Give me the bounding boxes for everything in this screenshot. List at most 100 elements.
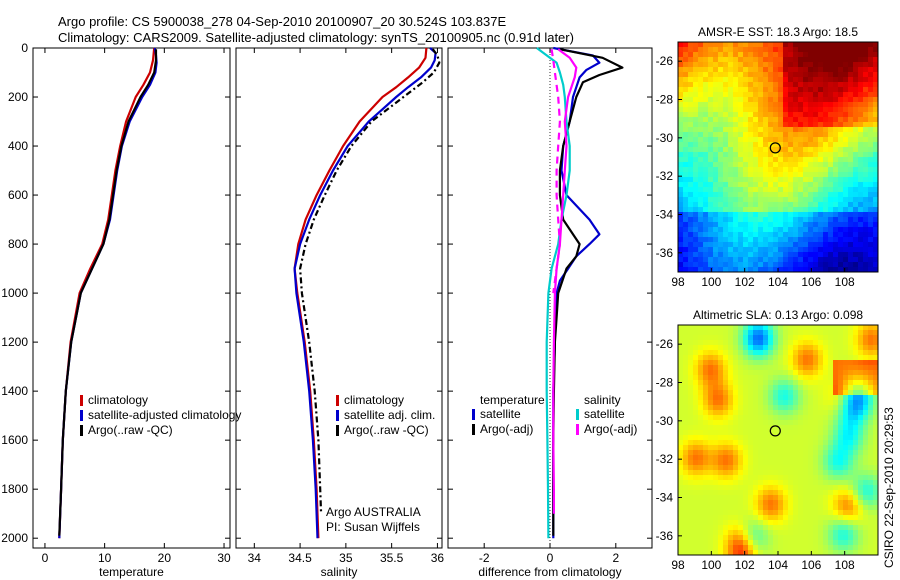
map-cell — [873, 77, 878, 83]
map-cell — [688, 415, 694, 421]
map-cell — [818, 540, 824, 546]
map-cell — [743, 495, 749, 501]
map-cell — [863, 87, 869, 93]
map-cell — [753, 267, 759, 272]
map-cell — [753, 67, 759, 73]
map-cell — [783, 72, 789, 78]
map-cell — [833, 550, 839, 555]
map-cell — [738, 167, 744, 173]
map-cell — [768, 57, 774, 63]
map-cell — [683, 395, 689, 401]
map-cell — [733, 182, 739, 188]
map-cell — [693, 232, 699, 238]
map-cell — [723, 182, 729, 188]
map-cell — [808, 262, 814, 268]
map-cell — [813, 545, 819, 551]
map-cell — [833, 430, 839, 436]
map-cell — [703, 132, 709, 138]
map-cell — [693, 490, 699, 496]
map-cell — [718, 405, 724, 411]
map-cell — [788, 77, 794, 83]
map-cell — [698, 410, 704, 416]
map-cell — [763, 380, 769, 386]
map-cell — [823, 430, 829, 436]
map-cell — [813, 42, 819, 48]
map-cell — [853, 137, 859, 143]
map-cell — [843, 207, 849, 213]
map-cell — [728, 247, 734, 253]
map-cell — [683, 152, 689, 158]
x-tick-label: 20 — [158, 551, 172, 565]
map-cell — [798, 262, 804, 268]
map-cell — [688, 207, 694, 213]
map-cell — [748, 500, 754, 506]
map-cell — [788, 67, 794, 73]
map-cell — [848, 112, 854, 118]
map-cell — [723, 212, 729, 218]
map-cell — [833, 167, 839, 173]
map-cell — [723, 47, 729, 53]
map-cell — [678, 232, 684, 238]
map-cell — [873, 505, 878, 511]
map-cell — [863, 450, 869, 456]
map-cell — [783, 52, 789, 58]
map-cell — [803, 350, 809, 356]
map-cell — [708, 107, 714, 113]
map-cell — [843, 325, 849, 331]
map-cell — [693, 535, 699, 541]
map-cell — [773, 355, 779, 361]
map-cell — [818, 535, 824, 541]
map-cell — [763, 510, 769, 516]
map-cell — [838, 410, 844, 416]
map-cell — [833, 47, 839, 53]
map-cell — [743, 450, 749, 456]
map-cell — [798, 410, 804, 416]
map-cell — [763, 257, 769, 263]
map-cell — [858, 370, 864, 376]
map-cell — [763, 535, 769, 541]
map-cell — [798, 450, 804, 456]
map-cell — [818, 465, 824, 471]
map-cell — [748, 380, 754, 386]
map-cell — [783, 410, 789, 416]
map-cell — [853, 345, 859, 351]
map-cell — [703, 62, 709, 68]
map-cell — [773, 62, 779, 68]
map-cell — [818, 212, 824, 218]
map-cell — [863, 177, 869, 183]
map-cell — [853, 142, 859, 148]
map-cell — [753, 450, 759, 456]
map-cell — [828, 430, 834, 436]
map-cell — [693, 485, 699, 491]
map-cell — [753, 262, 759, 268]
map-cell — [838, 122, 844, 128]
map-cell — [798, 87, 804, 93]
map-cell — [843, 67, 849, 73]
map-cell — [678, 465, 684, 471]
map-cell — [803, 490, 809, 496]
map-cell — [843, 405, 849, 411]
map-cell — [798, 207, 804, 213]
map-cell — [693, 237, 699, 243]
map-cell — [678, 480, 684, 486]
map-cell — [798, 520, 804, 526]
map-cell — [833, 405, 839, 411]
map-cell — [793, 360, 799, 366]
map-cell — [773, 335, 779, 341]
map-cell — [783, 525, 789, 531]
map-cell — [748, 410, 754, 416]
map-cell — [788, 410, 794, 416]
map-cell — [753, 242, 759, 248]
map-cell — [738, 465, 744, 471]
map-cell — [723, 435, 729, 441]
map-cell — [813, 435, 819, 441]
map-cell — [733, 87, 739, 93]
map-cell — [738, 122, 744, 128]
legend-label: satellite — [480, 407, 521, 421]
map-cell — [838, 355, 844, 361]
map-cell — [758, 82, 764, 88]
map-cell — [698, 360, 704, 366]
map-cell — [703, 380, 709, 386]
map-cell — [703, 460, 709, 466]
map-cell — [858, 525, 864, 531]
